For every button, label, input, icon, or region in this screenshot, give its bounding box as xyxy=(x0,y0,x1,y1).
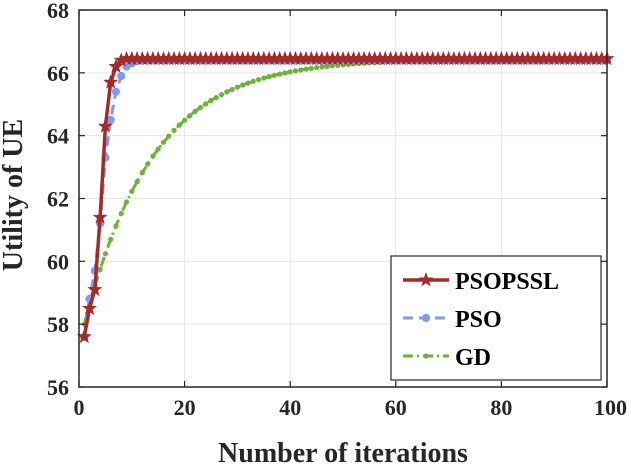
data-point xyxy=(108,58,124,73)
data-point xyxy=(218,91,225,98)
series-layer xyxy=(76,50,615,344)
x-axis-label: Number of iterations xyxy=(218,438,468,468)
y-tick-label: 64 xyxy=(47,124,69,149)
x-tick-label: 40 xyxy=(279,395,301,420)
legend-marker xyxy=(423,353,429,359)
data-point xyxy=(155,146,161,152)
data-point xyxy=(87,281,103,296)
data-point xyxy=(229,86,235,93)
data-point xyxy=(187,113,193,119)
y-tick-label: 62 xyxy=(47,187,69,212)
data-point xyxy=(224,89,230,95)
data-point xyxy=(113,223,119,229)
data-point xyxy=(192,108,198,114)
y-tick-label: 60 xyxy=(47,249,69,274)
legend-entry-gd: GD xyxy=(403,345,491,371)
data-point xyxy=(102,251,108,257)
data-point xyxy=(261,75,267,81)
data-point xyxy=(160,139,167,145)
data-point xyxy=(277,71,283,77)
data-point xyxy=(208,97,214,104)
data-point xyxy=(97,118,113,133)
data-point xyxy=(234,84,240,90)
legend-entry-pso: PSO xyxy=(403,307,502,333)
data-point xyxy=(308,65,314,71)
data-point xyxy=(82,300,98,315)
data-point xyxy=(139,169,145,176)
data-point xyxy=(203,101,209,107)
data-point xyxy=(118,210,124,217)
data-point xyxy=(250,78,256,84)
data-point xyxy=(292,68,299,74)
data-point xyxy=(319,64,325,70)
data-point xyxy=(282,70,288,76)
data-point xyxy=(245,80,251,86)
x-tick-label: 80 xyxy=(490,395,512,420)
data-point xyxy=(287,69,293,75)
y-tick-label: 66 xyxy=(47,61,69,86)
data-point xyxy=(129,188,135,195)
data-point xyxy=(145,161,151,167)
data-point xyxy=(266,74,272,80)
data-point xyxy=(271,72,277,78)
legend-marker xyxy=(421,313,431,323)
data-point xyxy=(103,74,119,89)
data-point xyxy=(150,153,156,159)
y-tick-label: 68 xyxy=(47,0,69,23)
data-point xyxy=(117,71,126,81)
x-tick-label: 20 xyxy=(174,395,196,420)
series-line-gd xyxy=(82,57,608,325)
y-tick-label: 56 xyxy=(47,375,69,400)
data-point xyxy=(240,82,246,88)
x-tick-label: 60 xyxy=(385,395,407,420)
tick-labels: 0 20 40 60 80 100 56 58 60 62 64 66 68 xyxy=(47,0,627,420)
axes xyxy=(78,9,608,388)
data-point xyxy=(111,87,121,96)
y-axis-label: Utility of UE xyxy=(0,119,29,271)
data-point xyxy=(123,199,130,205)
legend: PSOPSSL PSO GD xyxy=(390,255,602,381)
data-point xyxy=(182,117,188,123)
legend-label: PSOPSSL xyxy=(455,269,559,295)
data-point xyxy=(176,122,182,128)
legend-marker xyxy=(418,272,434,287)
x-tick-label: 0 xyxy=(74,395,85,420)
y-tick-label: 58 xyxy=(47,312,69,337)
legend-entry-psopssl: PSOPSSL xyxy=(403,269,559,295)
legend-label: GD xyxy=(455,345,491,371)
data-point xyxy=(303,66,309,72)
data-point xyxy=(298,67,304,73)
data-point xyxy=(171,127,177,133)
data-point xyxy=(108,236,114,242)
data-point xyxy=(314,65,320,71)
data-point xyxy=(134,179,140,185)
x-tick-label: 100 xyxy=(594,395,627,420)
data-point xyxy=(324,63,330,69)
series-psopssl xyxy=(76,50,615,344)
data-point xyxy=(213,94,219,101)
data-point xyxy=(92,209,108,224)
data-point xyxy=(197,104,204,111)
legend-label: PSO xyxy=(455,307,502,333)
data-point xyxy=(166,133,172,139)
data-point xyxy=(255,77,262,83)
